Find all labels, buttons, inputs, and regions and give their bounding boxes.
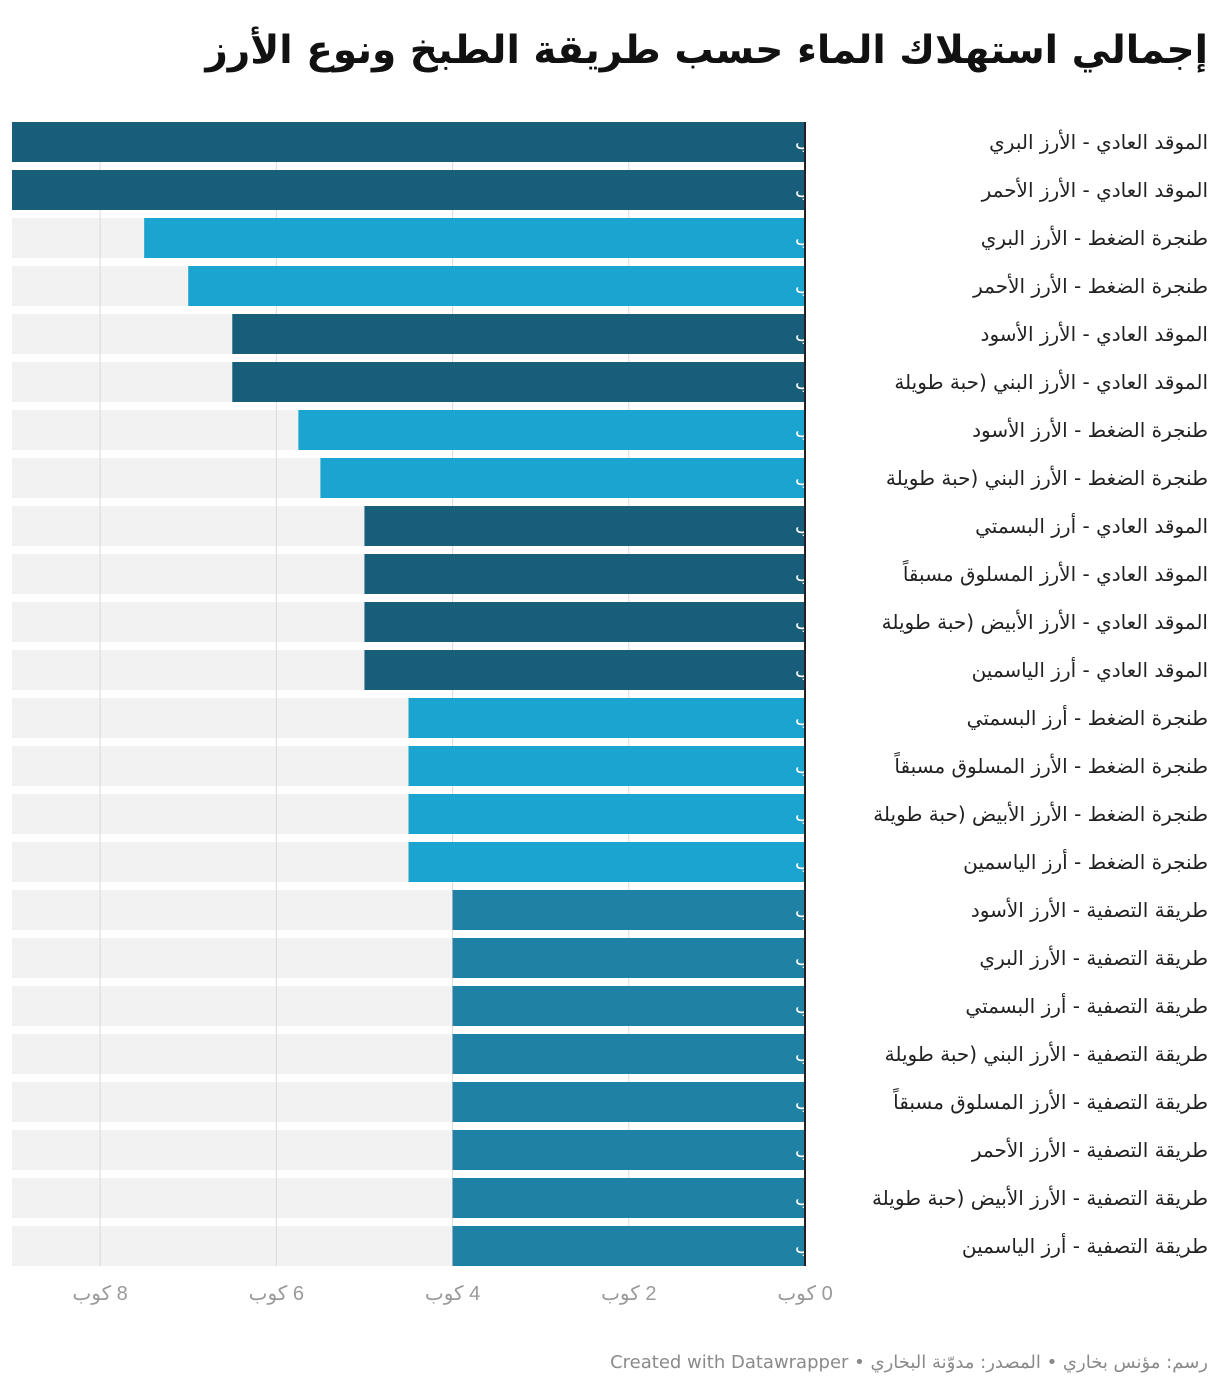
category-label: طنجرة الضغط - أرز البسمتي <box>967 705 1208 731</box>
category-label: الموقد العادي - الأرز الأحمر <box>981 178 1208 203</box>
bar <box>452 890 805 930</box>
bar <box>452 1178 805 1218</box>
category-label: الموقد العادي - الأرز الأبيض (حبة طويلة <box>882 610 1208 635</box>
category-label: طريقة التصفية - الأرز الأسود <box>971 898 1208 922</box>
bar <box>452 1226 805 1266</box>
category-label: طنجرة الضغط - الأرز البني (حبة طويلة <box>886 466 1208 491</box>
category-label: الموقد العادي - أرز البسمتي <box>975 513 1208 539</box>
bar-value-label: 5 كوب <box>795 613 848 634</box>
bar-value-label: 4 كوب <box>795 901 848 922</box>
bar <box>144 218 805 258</box>
category-label: طنجرة الضغط - الأرز المسلوق مسبقاً <box>894 752 1208 778</box>
x-tick-label: 6 كوب <box>249 1283 304 1305</box>
bar-value-label: 4 كوب <box>795 1237 848 1258</box>
bar <box>232 362 805 402</box>
bar <box>408 746 805 786</box>
bar-value-label: 5.75 كوب <box>795 421 874 442</box>
bar <box>364 602 805 642</box>
bar-value-label: 4 كوب <box>795 949 848 970</box>
bar <box>408 698 805 738</box>
bar-value-label: 4.5 كوب <box>795 805 863 826</box>
bar <box>452 1034 805 1074</box>
category-label: طريقة التصفية - الأرز البري <box>979 946 1208 971</box>
category-label: الموقد العادي - الأرز المسلوق مسبقاً <box>903 560 1208 587</box>
category-label: طنجرة الضغط - الأرز الأسود <box>972 418 1208 442</box>
chart-footer: رسم: مؤنس بخاري • المصدر: مدوّنة البخاري… <box>610 1352 1208 1373</box>
bar <box>452 986 805 1026</box>
bar <box>188 266 805 306</box>
category-label: طريقة التصفية - الأرز البني (حبة طويلة <box>885 1042 1208 1067</box>
bar <box>452 1130 805 1170</box>
bar <box>298 410 805 450</box>
bar-value-label: 6.5 كوب <box>795 325 863 346</box>
category-label: الموقد العادي - الأرز الأسود <box>981 322 1208 347</box>
category-label: طنجرة الضغط - الأرز البري <box>981 226 1208 251</box>
category-label: طريقة التصفية - الأرز الأبيض (حبة طويلة <box>872 1186 1208 1210</box>
bar <box>452 938 805 978</box>
bar-value-label: 5 كوب <box>795 517 848 538</box>
category-label: طريقة التصفية - الأرز المسلوق مسبقاً <box>893 1088 1208 1114</box>
bar-value-label: 4.5 كوب <box>795 853 863 874</box>
x-tick-label: 4 كوب <box>425 1283 480 1305</box>
bar-value-label: 9 كوب <box>795 181 848 202</box>
bar-value-label: 5.5 كوب <box>795 469 863 490</box>
bar-value-label: 7 كوب <box>795 277 848 298</box>
category-label: طريقة التصفية - الأرز الأحمر <box>971 1138 1208 1162</box>
category-label: طريقة التصفية - أرز الياسمين <box>962 1233 1208 1258</box>
bar-value-label: 4 كوب <box>795 1045 848 1066</box>
bar <box>452 1082 805 1122</box>
category-label: الموقد العادي - الأرز البري <box>989 130 1208 155</box>
bar-value-label: 4 كوب <box>795 1093 848 1114</box>
bar-value-label: 5 كوب <box>795 661 848 682</box>
category-label: طنجرة الضغط - الأرز الأبيض (حبة طويلة <box>873 802 1208 826</box>
category-label: طنجرة الضغط - أرز الياسمين <box>963 849 1208 874</box>
bar-value-label: 4 كوب <box>795 997 848 1018</box>
bar <box>320 458 805 498</box>
x-tick-label: 8 كوب <box>72 1283 127 1305</box>
bar-value-label: 5 كوب <box>795 565 848 586</box>
bar-value-label: 9 كوب <box>795 133 848 154</box>
bar <box>408 842 805 882</box>
bar-value-label: 6.5 كوب <box>795 373 863 394</box>
bar-value-label: 4 كوب <box>795 1141 848 1162</box>
bar-value-label: 4.5 كوب <box>795 709 863 730</box>
bar <box>232 314 805 354</box>
category-label: الموقد العادي - أرز الياسمين <box>972 657 1208 683</box>
bar <box>12 170 805 210</box>
bar <box>364 650 805 690</box>
category-label: طريقة التصفية - أرز البسمتي <box>965 993 1208 1019</box>
bar-value-label: 4 كوب <box>795 1189 848 1210</box>
bar <box>408 794 805 834</box>
bar <box>364 506 805 546</box>
x-tick-label: 0 كوب <box>777 1283 832 1305</box>
chart-title: إجمالي استهلاك الماء حسب طريقة الطبخ ونو… <box>205 28 1208 73</box>
bar <box>12 122 805 162</box>
category-label: طنجرة الضغط - الأرز الأحمر <box>972 274 1208 298</box>
bar-value-label: 7.5 كوب <box>795 229 863 250</box>
bar <box>364 554 805 594</box>
bar-value-label: 4.5 كوب <box>795 757 863 778</box>
category-label: الموقد العادي - الأرز البني (حبة طويلة <box>894 370 1208 395</box>
x-tick-label: 2 كوب <box>601 1283 656 1305</box>
